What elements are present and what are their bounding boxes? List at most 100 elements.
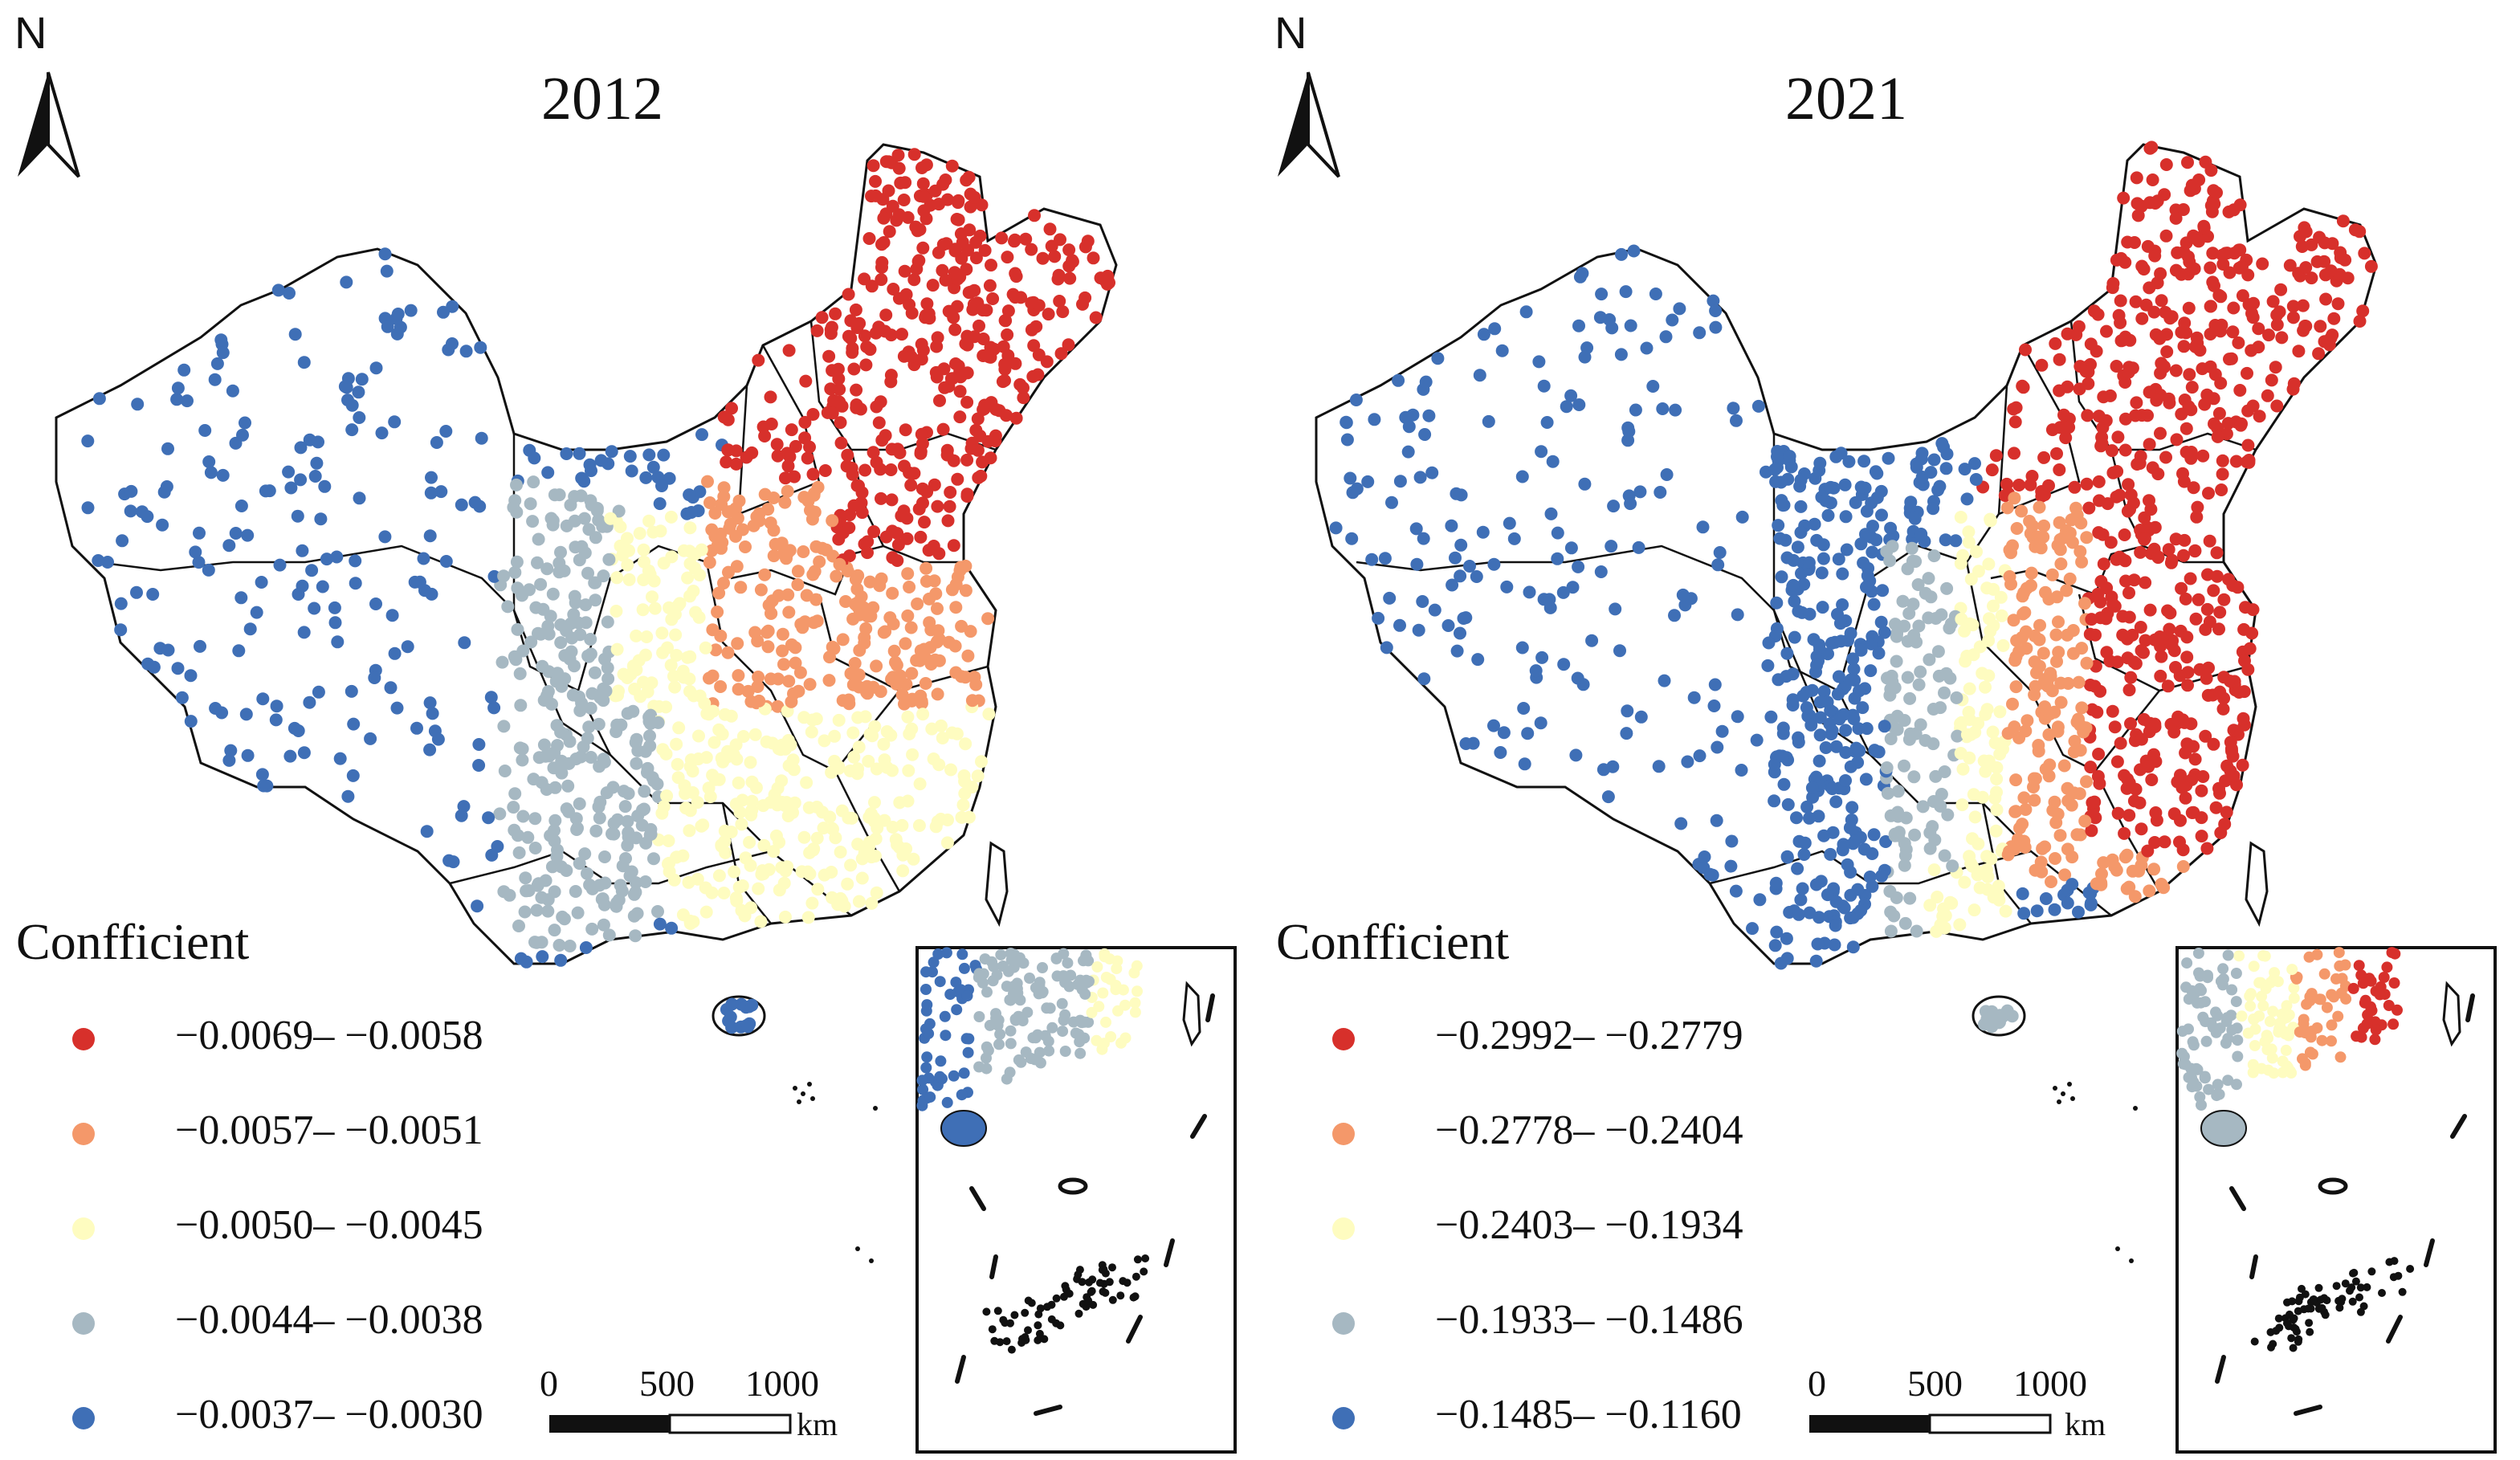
station-point xyxy=(1605,540,1618,553)
station-point xyxy=(1946,859,1959,873)
station-point xyxy=(931,602,944,615)
station-point xyxy=(512,846,526,859)
inset-point xyxy=(2247,1058,2259,1071)
station-point xyxy=(1062,338,1075,352)
station-point xyxy=(1969,473,1983,486)
station-point xyxy=(758,568,772,581)
inset-point xyxy=(1057,1026,1069,1038)
spratly-island xyxy=(2290,1314,2298,1323)
station-point xyxy=(561,779,575,793)
scale-unit: km xyxy=(2065,1406,2106,1442)
station-point xyxy=(932,547,946,561)
station-point xyxy=(757,838,771,852)
station-point xyxy=(744,901,758,915)
station-point xyxy=(2007,614,2020,627)
station-point xyxy=(748,626,762,639)
station-point xyxy=(1999,904,2012,918)
station-point xyxy=(826,514,839,528)
station-point xyxy=(378,247,392,261)
station-point xyxy=(2042,728,2056,741)
inset-point xyxy=(2298,1013,2310,1026)
station-point xyxy=(1837,708,1850,721)
station-point xyxy=(2212,406,2226,420)
station-point xyxy=(314,512,328,526)
station-point xyxy=(1445,519,1458,532)
station-point xyxy=(1886,675,1899,688)
station-point xyxy=(1890,630,1903,643)
station-point xyxy=(1940,581,1954,595)
station-point xyxy=(2318,335,2331,349)
station-point xyxy=(2169,364,2183,377)
station-point xyxy=(882,155,895,169)
station-point xyxy=(843,764,857,777)
spratly-island xyxy=(2347,1283,2356,1292)
inset-taiwan xyxy=(1182,981,1201,1047)
station-point xyxy=(2054,695,2068,709)
station-point xyxy=(204,466,218,479)
station-point xyxy=(1837,838,1850,851)
station-point xyxy=(1535,445,1548,459)
station-point xyxy=(1813,642,1826,656)
station-point xyxy=(671,771,685,785)
station-point xyxy=(907,148,921,161)
station-point xyxy=(905,667,919,680)
inset-point xyxy=(2200,1035,2212,1047)
station-point xyxy=(581,649,595,663)
station-point xyxy=(1500,580,1514,593)
inset-point xyxy=(2183,1023,2194,1035)
station-point xyxy=(665,921,679,935)
legend-swatch xyxy=(72,1312,95,1335)
station-point xyxy=(1863,871,1877,883)
station-point xyxy=(809,593,823,606)
station-point xyxy=(2130,171,2143,185)
station-point xyxy=(554,545,567,559)
station-point xyxy=(532,532,545,546)
station-point xyxy=(546,514,560,528)
scale-tick-0: 0 xyxy=(1808,1363,1826,1404)
station-point xyxy=(1471,653,1485,667)
station-point xyxy=(577,512,591,525)
nine-dash-segment xyxy=(2229,1186,2246,1211)
north-arrow-left xyxy=(18,72,48,177)
inset-point xyxy=(920,966,932,978)
station-point xyxy=(2108,599,2122,613)
station-point xyxy=(858,636,871,650)
station-point xyxy=(793,666,807,679)
station-point xyxy=(562,757,576,770)
station-point xyxy=(2364,259,2378,273)
station-point xyxy=(2299,261,2313,275)
spratly-island xyxy=(1129,1293,1138,1302)
station-point xyxy=(1819,494,1833,508)
station-point xyxy=(1927,502,1940,516)
station-point xyxy=(1838,478,1852,491)
inset-point xyxy=(916,1075,928,1087)
station-point xyxy=(424,486,438,500)
station-point xyxy=(2299,225,2313,239)
station-point xyxy=(390,701,404,715)
station-point xyxy=(2143,494,2155,508)
map-panel-2012: N 2012 Confficient −0.0069– −0.0058 −0.0… xyxy=(14,7,1237,1454)
station-point xyxy=(932,632,946,646)
station-point xyxy=(124,504,137,518)
spratly-island xyxy=(2314,1283,2323,1292)
station-point xyxy=(1860,722,1874,736)
station-point xyxy=(708,773,722,786)
station-point xyxy=(818,464,832,477)
station-point xyxy=(2131,209,2145,222)
station-point xyxy=(234,591,248,605)
spratly-island xyxy=(1052,1294,1061,1303)
station-point xyxy=(1761,659,1775,672)
inset-point xyxy=(2332,1010,2344,1022)
station-point xyxy=(1954,511,1967,524)
station-point xyxy=(2181,156,2194,169)
legend-label: −0.1933– −0.1486 xyxy=(1435,1297,1743,1343)
inset-point xyxy=(939,1010,951,1022)
inset-point xyxy=(1058,970,1070,982)
station-point xyxy=(1934,701,1947,715)
inset-point xyxy=(988,960,1000,973)
station-point xyxy=(2216,454,2229,467)
station-point xyxy=(901,567,915,581)
station-point xyxy=(2182,400,2196,414)
station-point xyxy=(798,415,812,429)
spratly-island xyxy=(1010,1311,1019,1319)
